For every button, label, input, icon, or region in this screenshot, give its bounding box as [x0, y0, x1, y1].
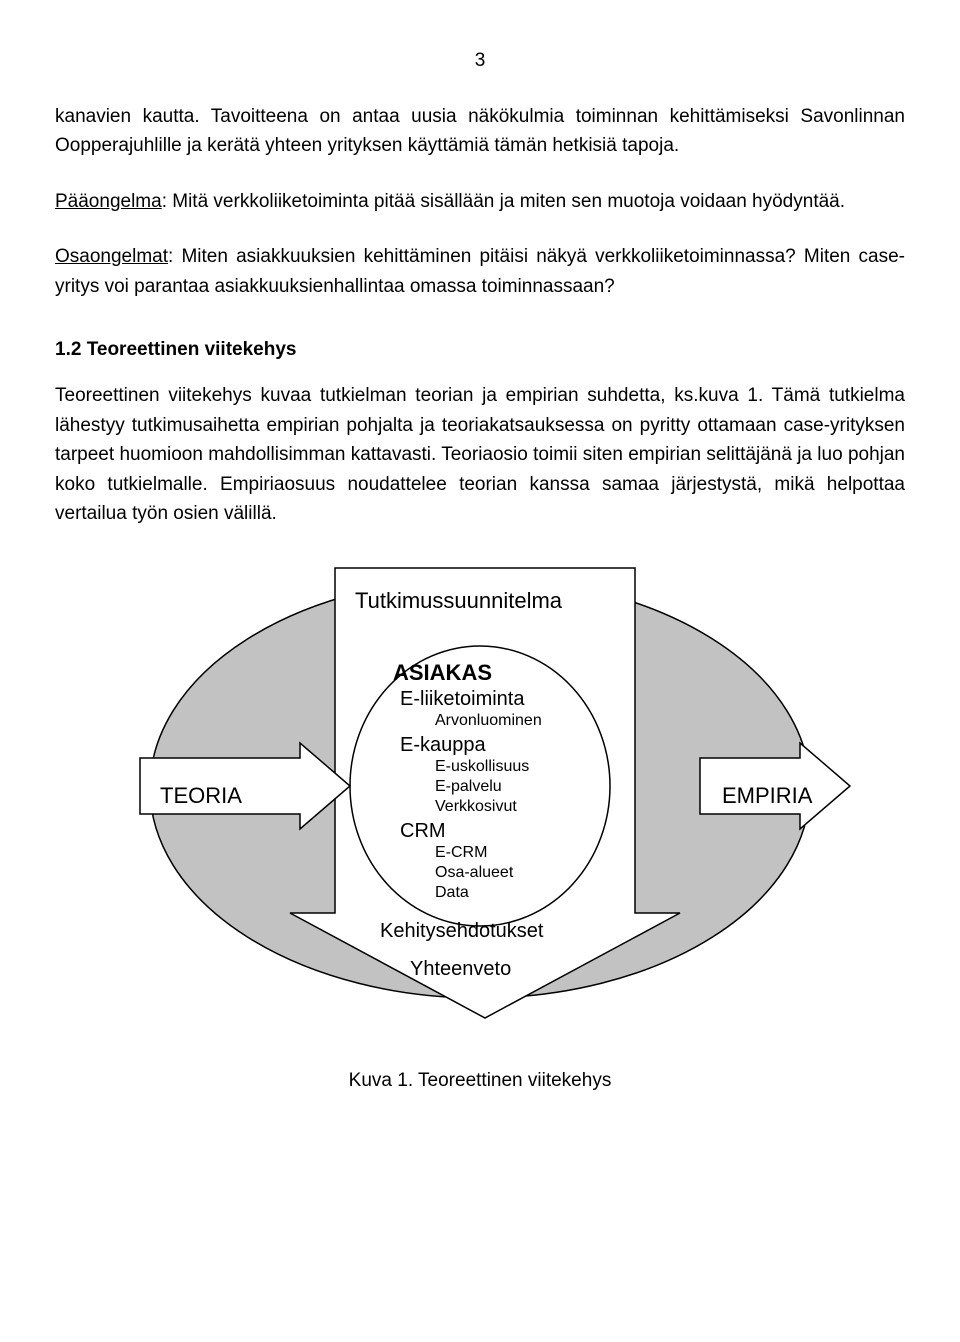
- label-arvonluominen: Arvonluominen: [435, 712, 542, 730]
- label-empiria: EMPIRIA: [722, 783, 812, 809]
- text-main-problem: : Mitä verkkoliiketoiminta pitää sisällä…: [162, 191, 845, 212]
- label-osaalueet: Osa-alueet: [435, 864, 513, 882]
- label-verkkosivut: Verkkosivut: [435, 798, 517, 816]
- page-content: 3 kanavien kautta. Tavoitteena on antaa …: [0, 0, 960, 1132]
- paragraph-intro: kanavien kautta. Tavoitteena on antaa uu…: [55, 102, 905, 161]
- label-teoria: TEORIA: [160, 783, 242, 809]
- label-ekauppa: E-kauppa: [400, 734, 486, 757]
- label-data: Data: [435, 884, 469, 902]
- label-kehitys: Kehitysehdotukset: [380, 920, 543, 943]
- framework-diagram: Tutkimussuunnitelma TEORIA EMPIRIA ASIAK…: [100, 558, 860, 1048]
- label-yhteenveto: Yhteenveto: [410, 958, 511, 981]
- page-number: 3: [55, 50, 905, 72]
- section-heading: 1.2 Teoreettinen viitekehys: [55, 339, 905, 361]
- label-sub-problems: Osaongelmat: [55, 246, 168, 267]
- figure-caption: Kuva 1. Teoreettinen viitekehys: [55, 1070, 905, 1092]
- label-ecrm: E-CRM: [435, 844, 487, 862]
- label-asiakas: ASIAKAS: [393, 660, 492, 686]
- paragraph-sub-problems: Osaongelmat: Miten asiakkuuksien kehittä…: [55, 242, 905, 301]
- paragraph-main-problem: Pääongelma: Mitä verkkoliiketoiminta pit…: [55, 187, 905, 216]
- label-crm: CRM: [400, 820, 446, 843]
- label-euskollisuus: E-uskollisuus: [435, 758, 529, 776]
- diagram-container: Tutkimussuunnitelma TEORIA EMPIRIA ASIAK…: [55, 558, 905, 1048]
- text-sub-problems: : Miten asiakkuuksien kehittäminen pitäi…: [55, 246, 905, 296]
- diagram-title: Tutkimussuunnitelma: [355, 588, 562, 614]
- paragraph-framework: Teoreettinen viitekehys kuvaa tutkielman…: [55, 381, 905, 528]
- label-epalvelu: E-palvelu: [435, 778, 502, 796]
- label-main-problem: Pääongelma: [55, 191, 162, 212]
- label-eliiketoiminta: E-liiketoiminta: [400, 688, 524, 711]
